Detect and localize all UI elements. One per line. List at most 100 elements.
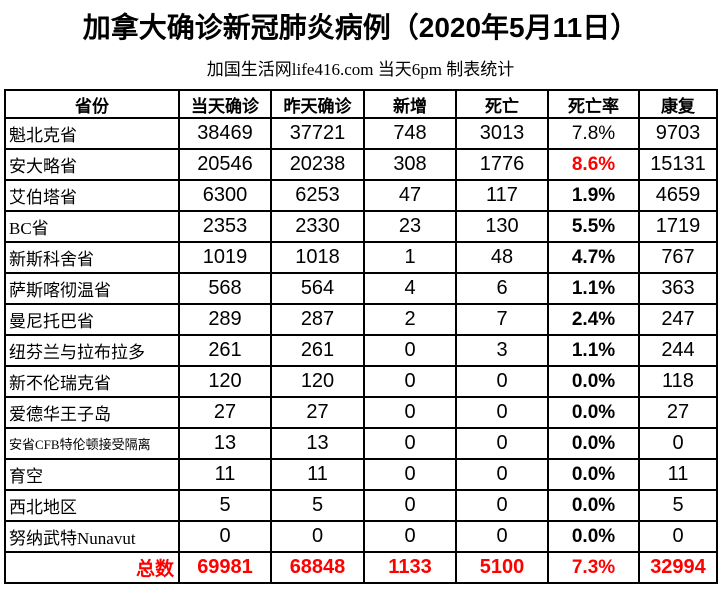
recovered-value: 244	[638, 334, 718, 367]
today-confirmed-value: 0	[178, 520, 272, 553]
deaths-value: 0	[455, 365, 549, 398]
province-name: 安省CFB特伦顿接受隔离	[4, 427, 180, 460]
today-confirmed-value: 38469	[178, 117, 272, 150]
recovered-value: 11	[638, 458, 718, 491]
new-cases-value: 4	[363, 272, 457, 305]
province-name: 安大略省	[4, 148, 180, 181]
recovered-value: 0	[638, 520, 718, 553]
province-name: 爱德华王子岛	[4, 396, 180, 429]
today-confirmed-value: 568	[178, 272, 272, 305]
recovered-value: 247	[638, 303, 718, 336]
deaths-value: 0	[455, 427, 549, 460]
yesterday-confirmed-value: 2330	[270, 210, 365, 243]
recovered-value: 0	[638, 427, 718, 460]
province-name: 新不伦瑞克省	[4, 365, 180, 398]
province-name: 魁北克省	[4, 117, 180, 150]
yesterday-confirmed-value: 0	[270, 520, 365, 553]
new-cases-value: 0	[363, 334, 457, 367]
header-province: 省份	[4, 89, 180, 119]
table-row-saskatchewan: 萨斯喀彻温省 568 564 4 6 1.1% 363	[4, 272, 718, 305]
death-rate-value: 8.6%	[547, 148, 640, 181]
total-recovered: 32994	[638, 551, 718, 584]
page-title: 加拿大确诊新冠肺炎病例（2020年5月11日）	[82, 12, 639, 43]
new-cases-value: 0	[363, 520, 457, 553]
deaths-value: 7	[455, 303, 549, 336]
new-cases-value: 0	[363, 489, 457, 522]
table-row-cfb-trenton: 安省CFB特伦顿接受隔离 13 13 0 0 0.0% 0	[4, 427, 718, 460]
death-rate-value: 5.5%	[547, 210, 640, 243]
covid-stats-table: 省份 当天确诊 昨天确诊 新增 死亡 死亡率 康复 魁北克省 38469 377…	[4, 89, 718, 584]
deaths-value: 0	[455, 396, 549, 429]
yesterday-confirmed-value: 120	[270, 365, 365, 398]
province-name: 曼尼托巴省	[4, 303, 180, 336]
recovered-value: 4659	[638, 179, 718, 212]
province-name: 育空	[4, 458, 180, 491]
death-rate-value: 0.0%	[547, 365, 640, 398]
today-confirmed-value: 6300	[178, 179, 272, 212]
header-recovered: 康复	[638, 89, 718, 119]
death-rate-value: 0.0%	[547, 396, 640, 429]
total-today-confirmed: 69981	[178, 551, 272, 584]
death-rate-value: 0.0%	[547, 489, 640, 522]
table-row-ontario: 安大略省 20546 20238 308 1776 8.6% 15131	[4, 148, 718, 181]
yesterday-confirmed-value: 6253	[270, 179, 365, 212]
new-cases-value: 1	[363, 241, 457, 274]
deaths-value: 117	[455, 179, 549, 212]
deaths-value: 130	[455, 210, 549, 243]
new-cases-value: 0	[363, 365, 457, 398]
recovered-value: 9703	[638, 117, 718, 150]
yesterday-confirmed-value: 13	[270, 427, 365, 460]
new-cases-value: 748	[363, 117, 457, 150]
new-cases-value: 0	[363, 458, 457, 491]
table-row-new-brunswick: 新不伦瑞克省 120 120 0 0 0.0% 118	[4, 365, 718, 398]
total-deaths: 5100	[455, 551, 549, 584]
header-new-cases: 新增	[363, 89, 457, 119]
province-name: 萨斯喀彻温省	[4, 272, 180, 305]
table-row-newfoundland-labrador: 纽芬兰与拉布拉多 261 261 0 3 1.1% 244	[4, 334, 718, 367]
header-today-confirmed: 当天确诊	[178, 89, 272, 119]
yesterday-confirmed-value: 564	[270, 272, 365, 305]
province-name: 纽芬兰与拉布拉多	[4, 334, 180, 367]
yesterday-confirmed-value: 11	[270, 458, 365, 491]
total-new-cases: 1133	[363, 551, 457, 584]
header-death-rate: 死亡率	[547, 89, 640, 119]
total-yesterday-confirmed: 68848	[270, 551, 365, 584]
recovered-value: 767	[638, 241, 718, 274]
today-confirmed-value: 120	[178, 365, 272, 398]
table-row-bc: BC省 2353 2330 23 130 5.5% 1719	[4, 210, 718, 243]
header-deaths: 死亡	[455, 89, 549, 119]
yesterday-confirmed-value: 27	[270, 396, 365, 429]
table-row-alberta: 艾伯塔省 6300 6253 47 117 1.9% 4659	[4, 179, 718, 212]
table-row-pei: 爱德华王子岛 27 27 0 0 0.0% 27	[4, 396, 718, 429]
province-name: 新斯科舍省	[4, 241, 180, 274]
recovered-value: 5	[638, 489, 718, 522]
today-confirmed-value: 13	[178, 427, 272, 460]
death-rate-value: 4.7%	[547, 241, 640, 274]
recovered-value: 27	[638, 396, 718, 429]
table-row-nova-scotia: 新斯科舍省 1019 1018 1 48 4.7% 767	[4, 241, 718, 274]
deaths-value: 1776	[455, 148, 549, 181]
death-rate-value: 0.0%	[547, 458, 640, 491]
table-row-northwest-territories: 西北地区 5 5 0 0 0.0% 5	[4, 489, 718, 522]
province-name: 艾伯塔省	[4, 179, 180, 212]
today-confirmed-value: 27	[178, 396, 272, 429]
deaths-value: 0	[455, 520, 549, 553]
header-yesterday-confirmed: 昨天确诊	[270, 89, 365, 119]
death-rate-value: 7.8%	[547, 117, 640, 150]
yesterday-confirmed-value: 261	[270, 334, 365, 367]
deaths-value: 6	[455, 272, 549, 305]
province-name: BC省	[4, 210, 180, 243]
total-death-rate: 7.3%	[547, 551, 640, 584]
yesterday-confirmed-value: 5	[270, 489, 365, 522]
death-rate-value: 1.9%	[547, 179, 640, 212]
recovered-value: 363	[638, 272, 718, 305]
table-row-quebec: 魁北克省 38469 37721 748 3013 7.8% 9703	[4, 117, 718, 150]
today-confirmed-value: 20546	[178, 148, 272, 181]
recovered-value: 118	[638, 365, 718, 398]
yesterday-confirmed-value: 1018	[270, 241, 365, 274]
total-label: 总数	[4, 551, 180, 584]
deaths-value: 0	[455, 489, 549, 522]
new-cases-value: 0	[363, 427, 457, 460]
page-subtitle: 加国生活网life416.com 当天6pm 制表统计	[206, 60, 515, 79]
today-confirmed-value: 2353	[178, 210, 272, 243]
